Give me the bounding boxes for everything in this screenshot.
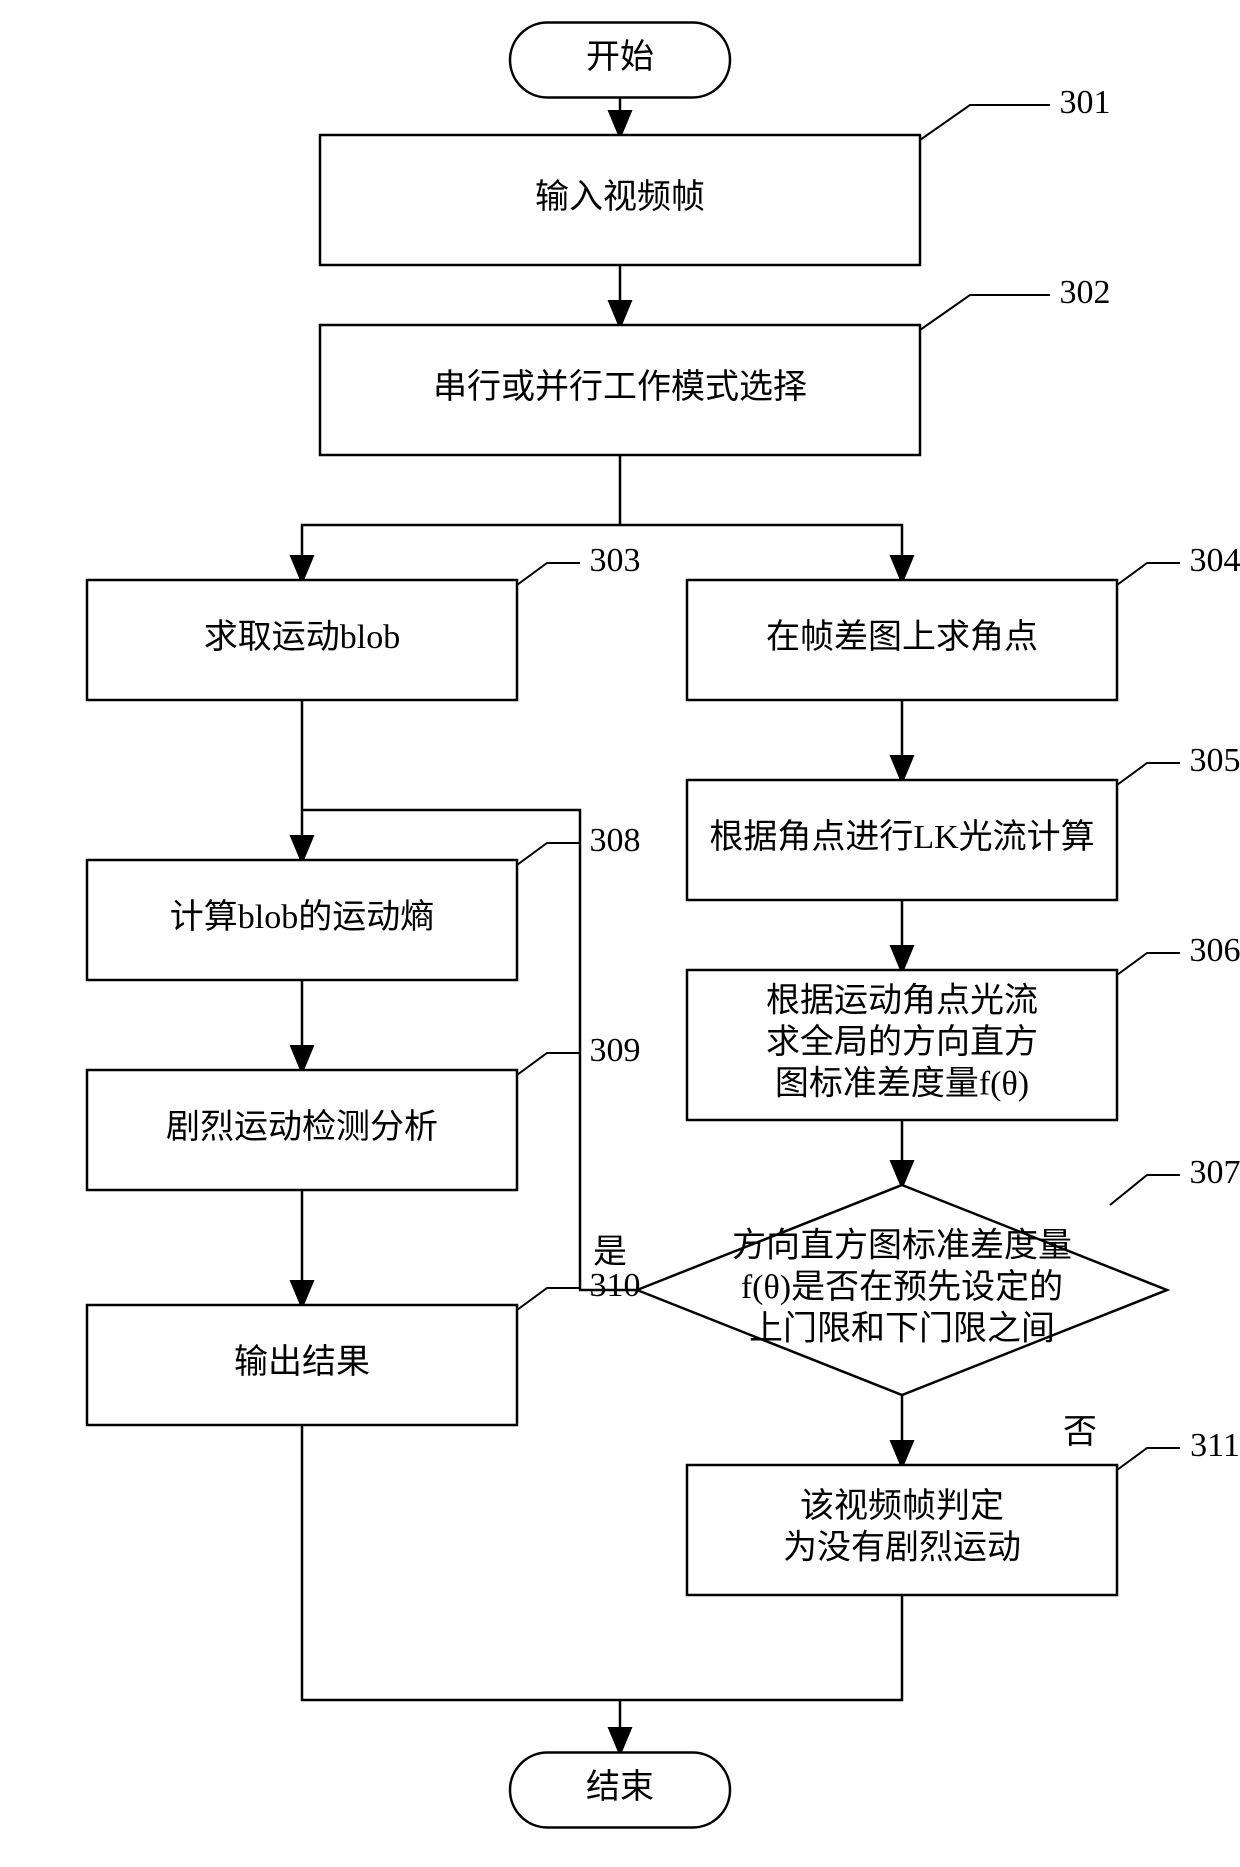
step-label: 308 (590, 822, 641, 859)
edge (620, 1595, 902, 1700)
node-text: 求全局的方向直方 (766, 1023, 1038, 1061)
leader-line (517, 843, 580, 865)
node-text: 结束 (586, 1768, 654, 1806)
step-label: 309 (590, 1032, 641, 1069)
node-text: 剧烈运动检测分析 (166, 1108, 438, 1146)
leader-line (1117, 953, 1180, 975)
step-label: 305 (1190, 742, 1240, 779)
step-label: 306 (1190, 932, 1240, 969)
node-text: 方向直方图标准差度量 (732, 1226, 1072, 1264)
leader-line (517, 1288, 580, 1310)
node-text: 求取运动blob (204, 619, 400, 656)
node-text: 根据角点进行LK光流计算 (709, 818, 1094, 856)
leader-line (1117, 1448, 1180, 1470)
node-n307: 方向直方图标准差度量 f(θ)是否在预先设定的上门限和下门限之间 (637, 1185, 1167, 1395)
step-label: 311 (1190, 1427, 1240, 1464)
node-text: f(θ)是否在预先设定的 (741, 1268, 1063, 1306)
node-n311: 该视频帧判定为没有剧烈运动 (687, 1465, 1117, 1595)
node-text: 串行或并行工作模式选择 (433, 368, 807, 406)
node-text: 输出结果 (234, 1343, 370, 1381)
flowchart-canvas: 是否 开始输入视频帧串行或并行工作模式选择求取运动blob 在帧差图上求角点根据角… (0, 0, 1240, 1867)
leader-line (1117, 563, 1180, 585)
step-label: 307 (1190, 1154, 1240, 1191)
node-text: 在帧差图上求角点 (766, 618, 1038, 656)
leader-line (1117, 763, 1180, 785)
leader-line (1110, 1175, 1180, 1205)
edge (302, 1425, 620, 1700)
edge (620, 525, 902, 580)
node-n304: 在帧差图上求角点 (687, 580, 1117, 700)
node-text: 该视频帧判定 (800, 1487, 1004, 1525)
node-n309: 剧烈运动检测分析 (87, 1070, 517, 1190)
step-label: 304 (1190, 542, 1240, 579)
node-n301: 输入视频帧 (320, 135, 920, 265)
leader-line (517, 1053, 580, 1075)
node-n306: 根据运动角点光流求全局的方向直方图标准差度量f(θ) (687, 970, 1117, 1120)
node-text: 开始 (586, 38, 654, 76)
node-text: 输入视频帧 (535, 178, 705, 216)
node-text: 图标准差度量f(θ) (775, 1064, 1029, 1102)
node-n310: 输出结果 (87, 1305, 517, 1425)
step-label: 310 (590, 1267, 641, 1304)
branch-label: 是 (593, 1234, 627, 1271)
node-n302: 串行或并行工作模式选择 (320, 325, 920, 455)
node-text: 为没有剧烈运动 (783, 1529, 1021, 1567)
node-text: 计算blob的运动熵 (170, 898, 434, 936)
leader-line (920, 105, 1050, 140)
node-text: 上门限和下门限之间 (749, 1309, 1055, 1347)
edge (302, 525, 620, 580)
node-start: 开始 (510, 23, 730, 98)
node-n305: 根据角点进行LK光流计算 (687, 780, 1117, 900)
step-label: 303 (590, 542, 641, 579)
node-end: 结束 (510, 1753, 730, 1828)
step-label: 302 (1060, 274, 1111, 311)
node-n303: 求取运动blob (87, 580, 517, 700)
leader-line (517, 563, 580, 585)
branch-label: 否 (1063, 1414, 1097, 1451)
step-label: 301 (1060, 84, 1111, 121)
node-n308: 计算blob的运动熵 (87, 860, 517, 980)
node-text: 根据运动角点光流 (766, 981, 1038, 1019)
leader-line (920, 295, 1050, 330)
